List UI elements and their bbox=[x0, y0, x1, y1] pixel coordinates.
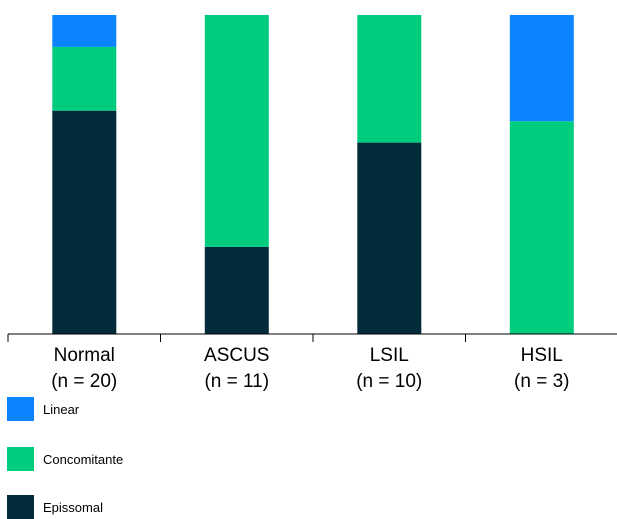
x-tick-count-lsil: (n = 10) bbox=[356, 371, 422, 392]
bar-ascus-epissomal bbox=[205, 247, 269, 334]
bar-hsil-concomitante bbox=[510, 121, 574, 334]
bar-ascus-concomitante bbox=[205, 15, 269, 247]
bar-lsil-concomitante bbox=[357, 15, 421, 143]
legend-item-epissomal: Epissomal bbox=[7, 495, 34, 519]
x-tick-count-ascus: (n = 11) bbox=[204, 371, 269, 392]
x-tick-count-hsil: (n = 3) bbox=[514, 371, 569, 392]
x-tick-label-normal: Normal bbox=[54, 345, 115, 366]
legend-swatch-linear bbox=[7, 397, 34, 421]
legend-swatch-concomitante bbox=[7, 447, 34, 471]
bar-normal-epissomal bbox=[52, 111, 116, 334]
x-tick-count-normal: (n = 20) bbox=[51, 371, 117, 392]
x-tick-label-hsil: HSIL bbox=[521, 345, 563, 366]
x-tick-label-ascus: ASCUS bbox=[204, 345, 269, 366]
bars-layer bbox=[52, 15, 574, 334]
x-tick-labels-layer: Normal (n = 20) ASCUS (n = 11) LSIL (n = 10) H… bbox=[51, 345, 569, 392]
x-ticks-layer bbox=[8, 334, 617, 342]
bar-lsil-epissomal bbox=[357, 143, 421, 334]
bar-normal-linear bbox=[52, 15, 116, 47]
bar-normal-concomitante bbox=[52, 47, 116, 111]
legend-swatch-epissomal bbox=[7, 495, 34, 519]
legend-label-linear: Linear bbox=[43, 402, 79, 417]
x-tick-label-lsil: LSIL bbox=[370, 345, 409, 366]
legend-item-linear: Linear bbox=[7, 397, 34, 421]
bar-hsil-linear bbox=[510, 15, 574, 121]
legend-label-epissomal: Epissomal bbox=[43, 500, 103, 515]
legend-item-concomitante: Concomitante bbox=[7, 447, 34, 471]
legend-label-concomitante: Concomitante bbox=[43, 452, 123, 467]
stacked-bar-chart: Normal (n = 20) ASCUS (n = 11) LSIL (n = 10) H… bbox=[0, 0, 617, 395]
